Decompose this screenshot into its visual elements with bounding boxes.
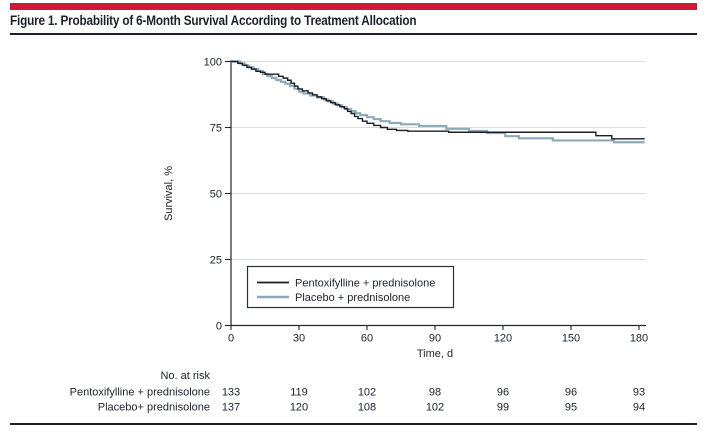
at-risk-row-label-0: Pentoxifylline + prednisolone <box>70 387 210 399</box>
x-tick-label: 0 <box>228 333 234 345</box>
bottom-rule <box>10 423 697 425</box>
y-tick-label: 0 <box>216 320 222 332</box>
at-risk-row-label-1: Placebo+ prednisolone <box>98 402 210 414</box>
y-tick-label: 100 <box>204 56 222 68</box>
y-tick-label: 25 <box>210 254 222 266</box>
at-risk-value: 120 <box>290 402 308 414</box>
legend-box <box>246 265 455 309</box>
at-risk-value: 96 <box>565 387 577 399</box>
series-path-0 <box>231 60 645 140</box>
at-risk-value: 99 <box>497 402 509 414</box>
x-tick-label: 60 <box>361 333 373 345</box>
at-risk-value: 102 <box>358 387 376 399</box>
at-risk-value: 93 <box>633 387 645 399</box>
at-risk-value: 94 <box>633 402 645 414</box>
at-risk-value: 96 <box>497 387 509 399</box>
x-tick-label: 90 <box>429 333 441 345</box>
x-tick-label: 120 <box>494 333 512 345</box>
at-risk-value: 137 <box>222 402 240 414</box>
y-tick-label: 75 <box>210 122 222 134</box>
title-rule <box>10 33 697 35</box>
legend-label-0: Pentoxifylline + prednisolone <box>295 278 435 290</box>
at-risk-value: 98 <box>429 387 441 399</box>
at-risk-value: 133 <box>222 387 240 399</box>
legend-label-1: Placebo + prednisolone <box>295 292 410 304</box>
at-risk-value: 95 <box>565 402 577 414</box>
figure-title: Figure 1. Probability of 6-Month Surviva… <box>10 13 417 28</box>
x-axis-label: Time, d <box>417 348 453 360</box>
at-risk-value: 108 <box>358 402 376 414</box>
at-risk-value: 119 <box>290 387 308 399</box>
at-risk-value: 102 <box>426 402 444 414</box>
x-tick-label: 30 <box>293 333 305 345</box>
x-tick-label: 180 <box>630 333 648 345</box>
at-risk-header: No. at risk <box>160 370 210 382</box>
accent-bar <box>10 3 697 10</box>
x-tick-label: 150 <box>562 333 580 345</box>
series-path-1 <box>231 60 645 144</box>
y-tick-label: 50 <box>210 188 222 200</box>
y-axis-label: Survival, % <box>163 166 175 221</box>
